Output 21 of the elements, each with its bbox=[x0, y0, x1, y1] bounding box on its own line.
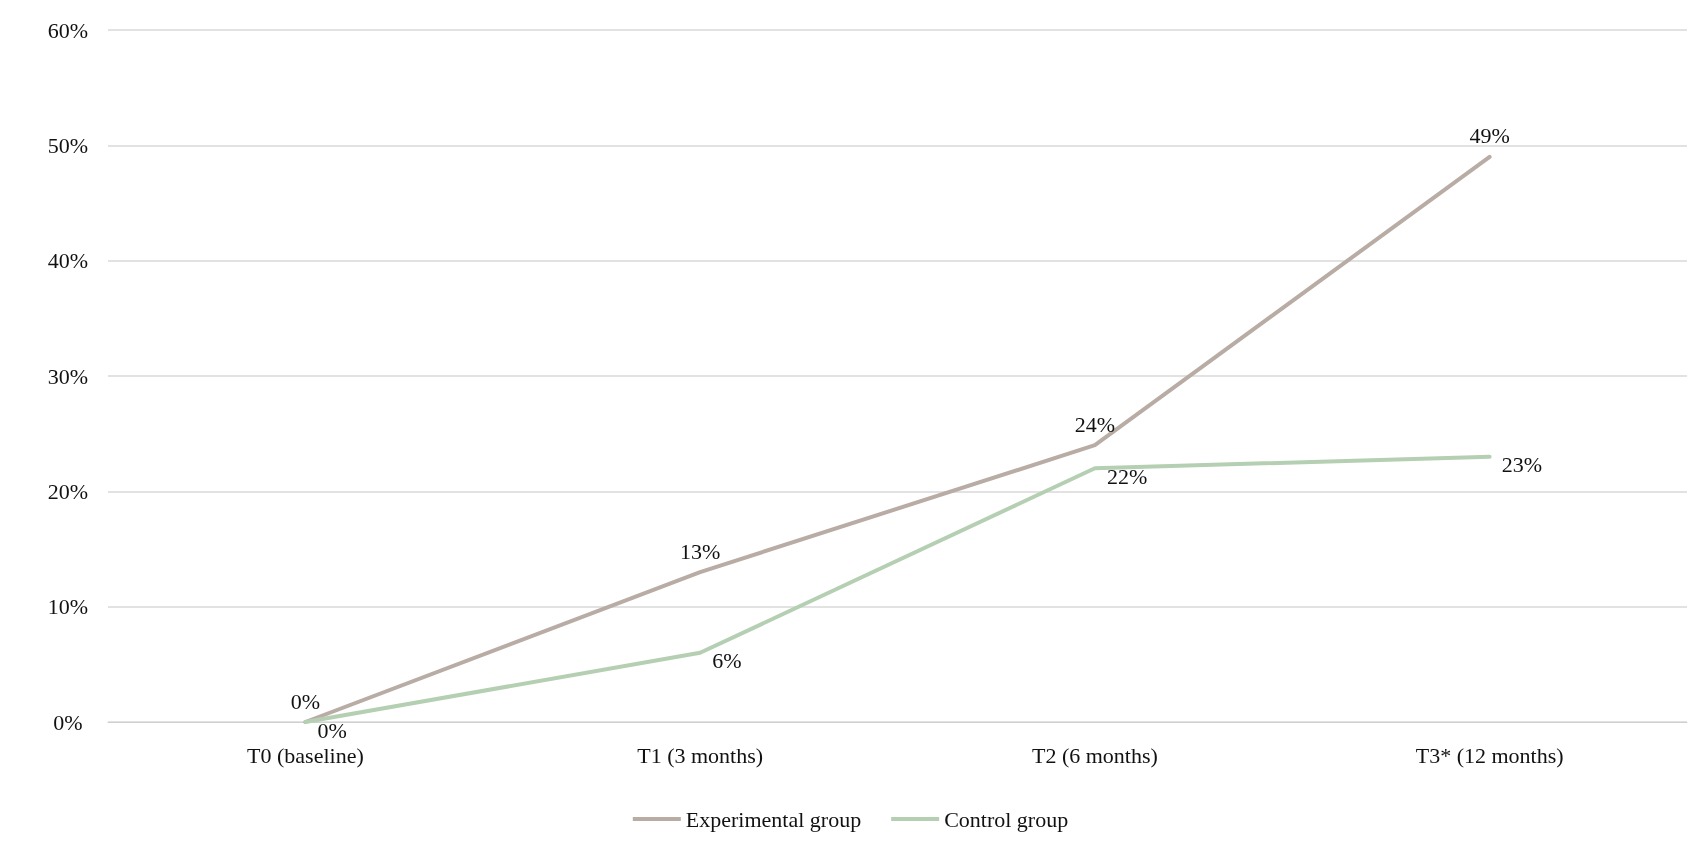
data-label: 6% bbox=[712, 648, 742, 674]
x-tick-label: T2 (6 months) bbox=[1031, 742, 1158, 768]
data-label: 24% bbox=[1074, 411, 1116, 437]
y-tick-label: 40% bbox=[47, 248, 89, 274]
y-tick-label: 60% bbox=[47, 17, 89, 43]
legend-label: Experimental group bbox=[685, 806, 862, 832]
data-label: 23% bbox=[1501, 452, 1542, 478]
data-label: 0% bbox=[290, 688, 321, 714]
x-tick-label: T1 (3 months) bbox=[637, 742, 764, 768]
y-tick-label: 50% bbox=[47, 132, 89, 158]
legend-label: Control group bbox=[944, 806, 1069, 832]
x-tick-label: T0 (baseline) bbox=[247, 742, 364, 768]
data-label: 22% bbox=[1106, 463, 1148, 489]
data-label: 13% bbox=[679, 538, 721, 564]
y-tick-label: 0% bbox=[53, 709, 83, 735]
x-tick-label: T3* (12 months) bbox=[1415, 742, 1564, 768]
y-tick-label: 30% bbox=[47, 363, 89, 389]
y-tick-label: 10% bbox=[47, 594, 89, 620]
y-tick-label: 20% bbox=[47, 478, 89, 504]
data-label: 0% bbox=[317, 717, 347, 743]
data-label: 49% bbox=[1469, 123, 1510, 149]
